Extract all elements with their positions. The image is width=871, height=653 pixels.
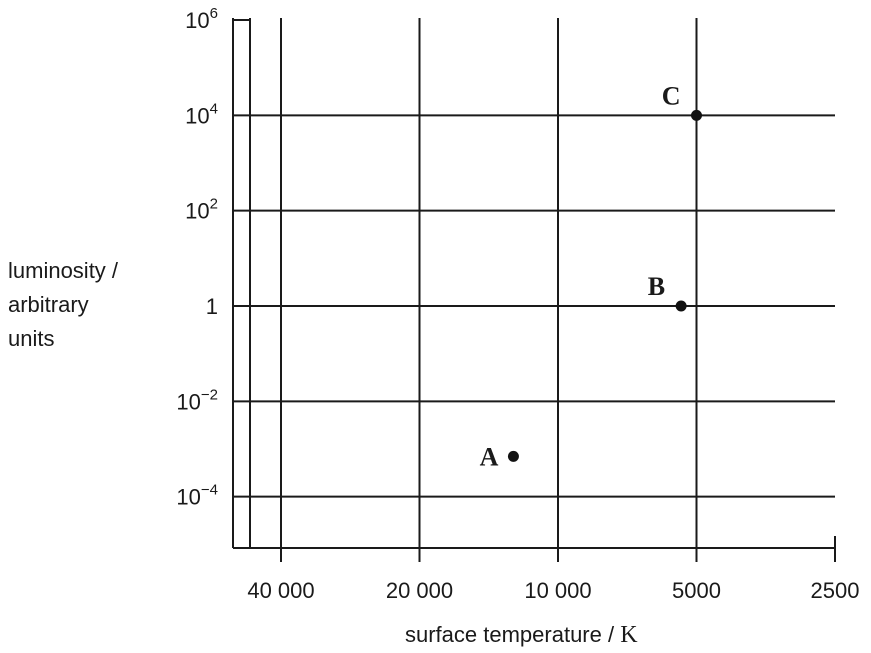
y-axis-label-line-2: arbitrary	[8, 292, 89, 317]
data-point-a	[507, 450, 519, 462]
x-tick-label: 2500	[811, 578, 860, 603]
data-points: A B C	[480, 81, 702, 471]
grid-lines	[233, 18, 836, 562]
x-axis-label: surface temperature / K	[405, 622, 638, 648]
data-point-b	[675, 300, 687, 312]
axes	[232, 18, 835, 549]
data-point-c	[691, 109, 702, 121]
y-tick-label: 10−4	[176, 482, 218, 510]
x-axis-label-text: surface temperature	[405, 622, 602, 647]
x-axis-label-unit: K	[620, 622, 638, 648]
x-tick-labels: 40 000 20 000 10 000 5000 2500	[247, 578, 859, 603]
y-axis-label-line-3: units	[8, 326, 55, 351]
point-label-b: B	[648, 272, 665, 301]
x-tick-label: 40 000	[247, 578, 314, 603]
y-tick-labels: 106 104 102 1 10−2 10−4	[176, 5, 218, 510]
x-tick-label: 20 000	[386, 578, 453, 603]
y-axis-label-line-1: luminosity /	[8, 258, 119, 283]
y-tick-label: 1	[206, 294, 218, 319]
x-tick-label: 10 000	[524, 578, 591, 603]
y-tick-label: 102	[185, 196, 218, 224]
y-tick-label: 104	[185, 100, 218, 128]
point-label-c: C	[662, 81, 681, 110]
y-tick-label: 10−2	[176, 386, 218, 414]
y-tick-label: 106	[185, 5, 218, 33]
x-tick-label: 5000	[672, 578, 721, 603]
point-label-a: A	[480, 442, 499, 471]
